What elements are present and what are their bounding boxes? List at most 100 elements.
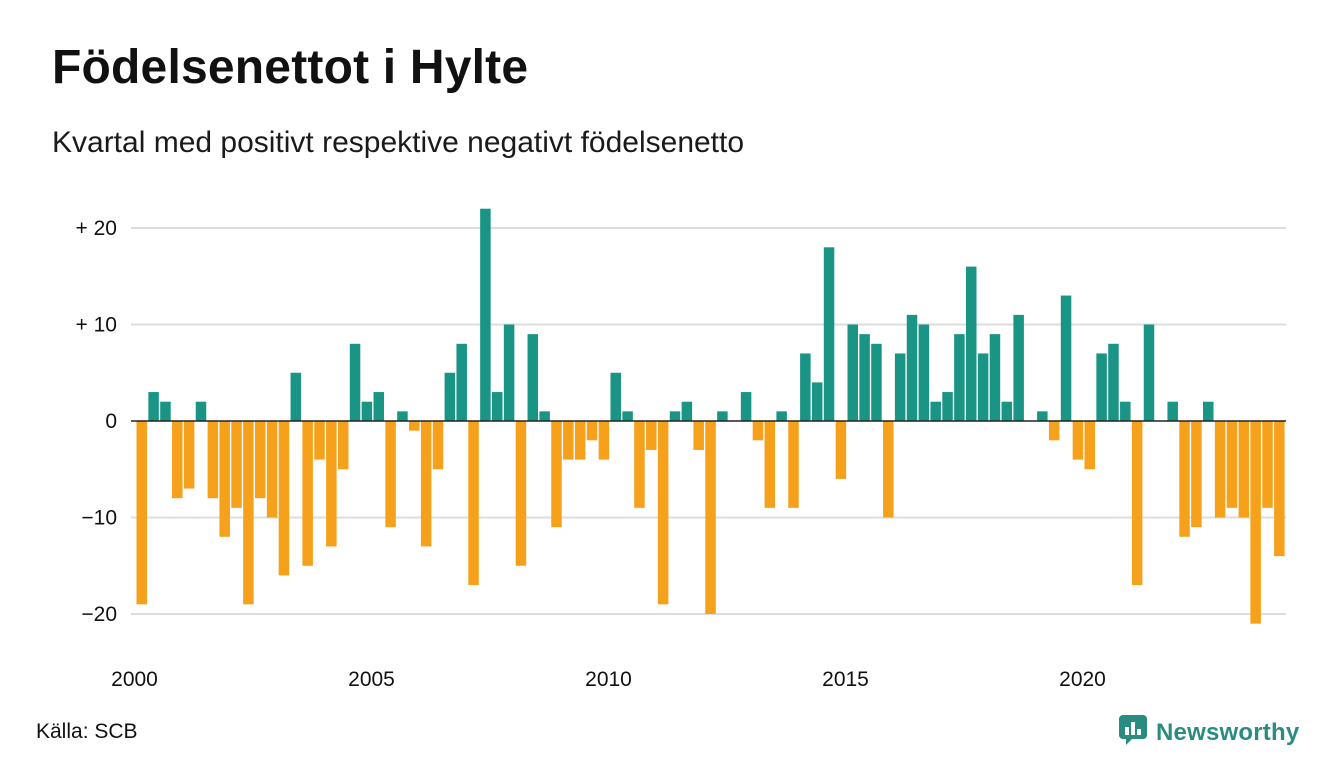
bar-negative [278,421,290,576]
brand-logo: Newsworthy [1118,714,1299,751]
bar-negative [302,421,313,566]
bar-negative [515,421,527,566]
bar-negative [705,421,716,614]
bar-positive [776,411,787,421]
bar-positive [1013,314,1024,421]
bar-positive [492,392,503,421]
bar-positive [859,334,870,421]
bar-positive [349,343,361,421]
bar-negative [326,421,337,547]
bar-positive [942,392,953,421]
bar-positive [681,401,693,421]
y-tick-label: + 20 [76,217,117,240]
bar-negative [231,421,242,508]
bar-negative [1238,421,1250,518]
bar-negative [420,421,432,547]
bar-negative [243,421,254,605]
bar-negative [255,421,266,499]
bar-negative [1072,421,1084,460]
bar-negative [1274,421,1285,557]
bar-negative [266,421,278,518]
bar-negative [468,421,479,586]
bar-positive [740,392,752,421]
bar-negative [1262,421,1273,508]
bar-negative [752,421,764,441]
bar-negative [1084,421,1095,470]
bar-positive [1096,353,1107,421]
bar-positive [456,343,467,421]
bar-positive [800,353,811,421]
bar-positive [906,314,918,421]
bar-negative [219,421,230,537]
bar-positive [480,208,491,421]
y-tick-label: + 10 [76,314,117,337]
bar-negative [598,421,610,460]
bar-positive [954,334,965,421]
x-tick-label: 2005 [348,668,395,691]
bar-negative [634,421,645,508]
bar-positive [871,343,882,421]
y-axis-ticks: + 20 + 10 0 −10 −20 [76,217,117,626]
bar-negative [551,421,562,528]
x-axis-ticks: 2000 2005 2010 2015 2020 [111,668,1106,691]
bar-positive [1120,401,1131,421]
bar-negative [1226,421,1238,508]
bar-positive [966,266,977,421]
bar-positive [811,382,823,421]
bar-positive [361,401,373,421]
bar-positive [717,411,728,421]
brand-name: Newsworthy [1156,718,1300,746]
bar-negative [172,421,183,499]
bar-positive [610,372,621,421]
bar-negative [1250,421,1261,624]
x-tick-label: 2000 [111,668,158,691]
x-tick-label: 2020 [1059,668,1106,691]
bar-positive [847,324,858,421]
bar-positive [894,353,906,421]
bar-positive [823,247,835,421]
bar-negative [183,421,195,489]
bar-positive [539,411,550,421]
bar-negative [586,421,598,441]
bar-positive [1060,295,1072,421]
bar-positive [527,334,539,421]
bar-positive [397,411,408,421]
bar-positive [373,392,384,421]
bar-positive [669,411,681,421]
bar-negative [883,421,894,518]
bar-positive [1037,411,1048,421]
bar-positive [160,401,171,421]
bar-negative [432,421,444,470]
bar-negative [563,421,574,460]
bar-negative [1048,421,1060,441]
bar-chart-speech-bubble-icon [1118,714,1148,751]
y-tick-label: −20 [81,603,117,626]
bar-negative [385,421,396,528]
bar-negative [764,421,776,508]
bar-positive [989,334,1001,421]
bar-positive [148,392,159,421]
bar-negative [835,421,847,479]
bar-negative [1191,421,1202,528]
bar-negative [207,421,219,499]
bar-positive [1143,324,1155,421]
bar-negative [693,421,704,450]
source-note: Källa: SCB [36,720,138,743]
bar-positive [195,401,207,421]
bar-positive [918,324,930,421]
bar-negative [409,421,420,431]
bar-positive [503,324,515,421]
bar-negative [1131,421,1143,586]
bar-negative [646,421,657,450]
bar-positive [930,401,941,421]
bar-negative [574,421,586,460]
bar-negative [788,421,799,508]
y-tick-label: 0 [105,410,117,433]
bar-positive [1001,401,1013,421]
bar-positive [290,372,302,421]
bar-positive [977,353,989,421]
bars [136,208,1285,624]
x-tick-label: 2015 [822,668,869,691]
bar-positive [622,411,633,421]
